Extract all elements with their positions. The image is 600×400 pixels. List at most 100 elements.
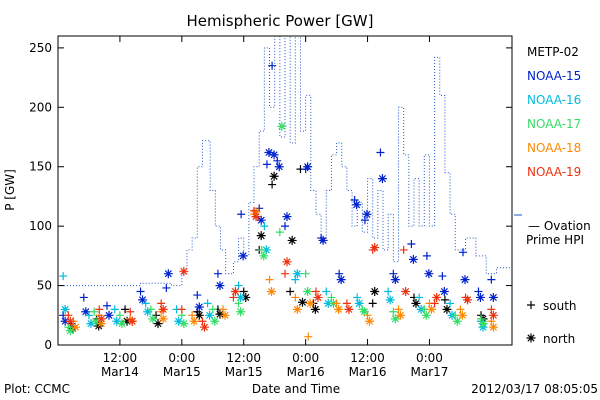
south-point	[234, 281, 243, 290]
south-point	[438, 272, 447, 281]
marker-legend-north: north	[543, 332, 575, 346]
north-point	[112, 316, 122, 326]
north-point	[236, 307, 246, 317]
north-point	[396, 310, 405, 320]
north-point	[457, 310, 467, 320]
south-point	[84, 311, 93, 320]
north-point	[174, 316, 184, 326]
south-point	[237, 210, 246, 219]
footer-plot-credit: Plot: CCMC	[4, 382, 70, 396]
south-point	[487, 305, 496, 314]
x-axis-label: Date and Time	[252, 382, 340, 396]
south-point	[322, 287, 331, 296]
north-point	[199, 322, 209, 332]
north-point	[96, 314, 106, 324]
south-point	[229, 293, 238, 302]
north-point	[292, 269, 302, 279]
x-tick-label-time: 12:00	[350, 351, 385, 365]
north-point	[215, 309, 225, 319]
south-point	[332, 299, 341, 308]
north-point	[282, 212, 292, 222]
north-point	[303, 287, 313, 297]
x-tick-label-date: Mar16	[287, 365, 325, 379]
north-point	[439, 287, 449, 297]
south-point	[219, 305, 228, 314]
south-point	[440, 295, 449, 304]
north-point	[488, 292, 498, 302]
south-point	[136, 287, 145, 296]
y-axis-label: P [GW]	[3, 169, 17, 211]
legend-entry: NOAA-18	[527, 141, 581, 155]
south-point	[268, 180, 277, 189]
y-tick-label: 50	[37, 279, 52, 293]
x-tick-label-date: Mar15	[225, 365, 263, 379]
north-point	[241, 292, 251, 302]
south-point	[239, 287, 248, 296]
south-point	[268, 61, 277, 70]
south-point	[291, 293, 300, 302]
south-point	[384, 287, 393, 296]
north-point	[365, 316, 375, 326]
south-point	[103, 301, 112, 310]
north-point	[354, 298, 364, 308]
south-point	[458, 248, 467, 257]
south-point	[79, 293, 88, 302]
north-point	[81, 307, 91, 317]
north-point	[318, 235, 328, 245]
north-point	[256, 215, 266, 225]
north-point	[189, 316, 199, 326]
north-point	[230, 287, 240, 297]
north-point	[269, 150, 279, 160]
north-point	[452, 316, 462, 326]
south-point	[456, 305, 465, 314]
south-point	[304, 332, 313, 341]
south-point	[360, 216, 369, 225]
south-point	[342, 299, 351, 308]
south-point	[275, 228, 284, 237]
north-point	[148, 314, 158, 324]
north-point	[104, 310, 114, 320]
north-point	[385, 295, 395, 305]
north-point	[408, 254, 418, 264]
legend-entry: NOAA-16	[527, 93, 581, 107]
north-point	[138, 295, 148, 305]
north-point	[362, 209, 372, 219]
north-point	[303, 162, 313, 172]
north-point	[179, 319, 189, 329]
x-tick-label-date: Mar15	[163, 365, 201, 379]
north-point	[478, 319, 488, 329]
south-point	[126, 307, 135, 316]
south-point	[257, 245, 266, 254]
north-point	[475, 292, 485, 302]
south-point	[64, 311, 73, 320]
legend-entry: NOAA-15	[527, 69, 581, 83]
south-point	[193, 291, 202, 300]
south-point	[157, 299, 166, 308]
north-point	[259, 251, 269, 261]
north-point	[220, 310, 230, 320]
south-point	[262, 160, 271, 169]
south-point	[389, 307, 398, 316]
ovation-legend-line1: — Ovation	[528, 219, 591, 233]
north-point	[60, 316, 70, 326]
y-tick-label: 250	[29, 41, 52, 55]
north-point	[158, 304, 168, 314]
north-point	[463, 295, 473, 305]
north-point	[205, 310, 215, 320]
north-point	[91, 316, 101, 326]
north-point	[70, 322, 80, 332]
x-tick-label-date: Mar17	[410, 365, 448, 379]
south-point	[487, 317, 496, 326]
south-point	[327, 293, 336, 302]
north-point	[287, 235, 297, 245]
north-point	[65, 316, 75, 326]
north-point	[122, 316, 132, 326]
north-point	[143, 307, 153, 317]
south-point	[394, 305, 403, 314]
legend-entry: NOAA-17	[527, 117, 581, 131]
south-point	[446, 299, 455, 308]
north-point	[264, 147, 274, 157]
south-point	[353, 293, 362, 302]
north-point	[292, 304, 302, 314]
north-point	[370, 287, 380, 297]
